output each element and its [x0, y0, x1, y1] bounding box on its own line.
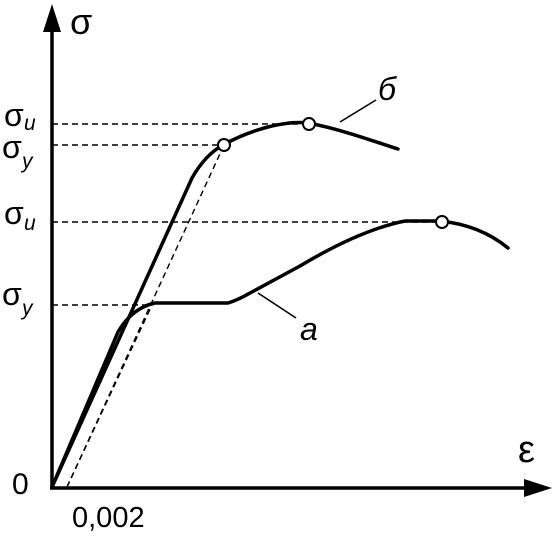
stress-label-sigma-u-b: σ u [4, 97, 36, 135]
point-ultimate-a [435, 215, 449, 229]
stress-symbol: σ [2, 129, 22, 165]
axes [50, 24, 530, 490]
curve-a [50, 219, 510, 489]
stress-symbol: σ [4, 195, 24, 231]
stress-label-sigma-y-a: σ y [2, 276, 34, 320]
leader-a [257, 292, 297, 319]
point-yield-b [217, 138, 231, 152]
stress-subscript: u [24, 112, 36, 135]
x-axis-symbol: ε [518, 429, 535, 471]
x-axis-arrow [524, 479, 552, 497]
offset-strain-label: 0,002 [72, 502, 145, 534]
origin-label: 0 [12, 468, 29, 501]
stress-label-sigma-u-a: σ u [4, 195, 36, 235]
leader-b [339, 99, 377, 123]
stress-symbol: σ [2, 276, 22, 312]
offset-line-a [66, 304, 153, 488]
stress-subscript: y [20, 150, 34, 173]
point-ultimate-b [302, 117, 316, 131]
offset-line-b [66, 144, 225, 488]
stress-label-sigma-y-b: σ y [2, 129, 34, 173]
y-axis-arrow [43, 4, 61, 32]
stress-subscript: u [24, 212, 36, 235]
guide-lines [52, 123, 440, 488]
curve-label-leaders [257, 99, 377, 319]
stress-subscript: y [20, 297, 34, 320]
curve-a-label: a [300, 311, 318, 347]
characteristic-points [217, 117, 449, 229]
y-axis-symbol: σ [70, 1, 92, 42]
curve-b-label: б [378, 71, 397, 107]
stress-symbol: σ [4, 97, 24, 133]
curve-b [50, 120, 400, 489]
